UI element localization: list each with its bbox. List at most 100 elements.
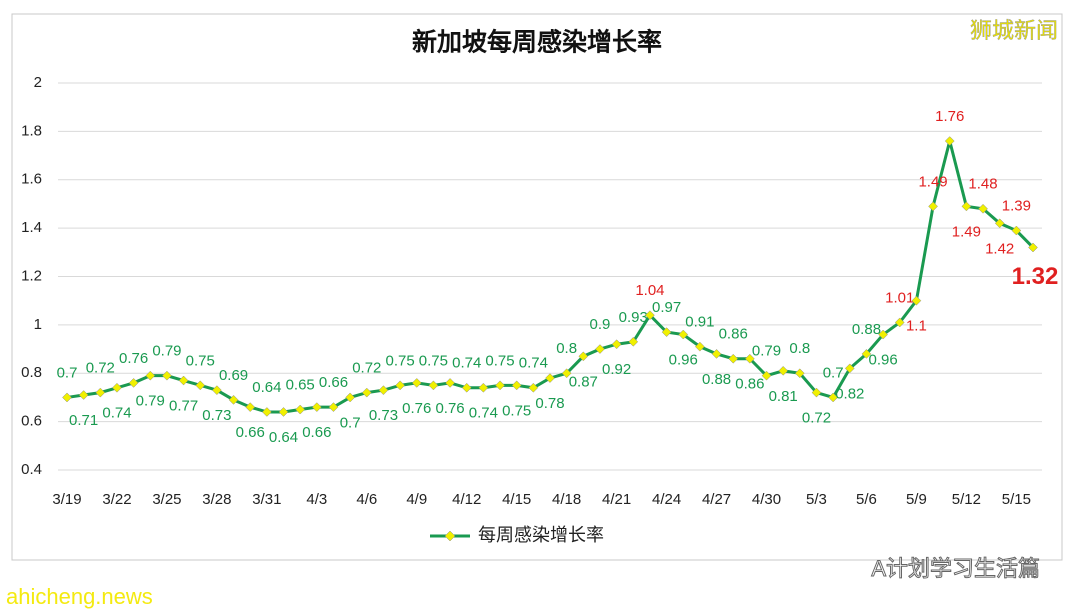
marker xyxy=(961,201,972,212)
x-tick-label: 5/3 xyxy=(806,491,827,508)
value-label: 0.74 xyxy=(519,355,548,372)
x-tick-label: 5/15 xyxy=(1002,491,1031,508)
value-label: 0.82 xyxy=(835,385,864,402)
value-label: 1.42 xyxy=(985,240,1014,257)
value-label: 0.87 xyxy=(569,373,598,390)
watermark: A计划学习生活篇 xyxy=(871,556,1040,581)
value-label: 0.69 xyxy=(219,367,248,384)
value-label: 1.04 xyxy=(635,282,664,299)
value-label: 0.7 xyxy=(340,414,361,431)
chart-frame xyxy=(11,13,1063,561)
watermark: ahicheng.news xyxy=(6,584,153,609)
marker xyxy=(595,344,605,354)
y-tick-label: 1.4 xyxy=(21,219,42,236)
value-label: 0.75 xyxy=(502,402,531,419)
marker xyxy=(78,390,89,400)
marker xyxy=(1028,242,1038,253)
marker xyxy=(844,363,855,374)
marker xyxy=(395,380,405,391)
marker xyxy=(794,368,805,379)
y-tick-label: 0.8 xyxy=(21,364,42,381)
marker xyxy=(145,370,156,381)
x-tick-label: 3/25 xyxy=(152,491,181,508)
value-label: 0.75 xyxy=(386,352,415,369)
value-label: 0.74 xyxy=(452,355,481,372)
value-label: 1.01 xyxy=(885,289,914,306)
marker xyxy=(545,373,555,383)
legend-label: 每周感染增长率 xyxy=(478,525,604,545)
marker xyxy=(511,380,522,391)
value-label: 0.92 xyxy=(602,361,631,378)
marker xyxy=(578,351,589,362)
marker xyxy=(495,380,505,391)
x-tick-label: 4/12 xyxy=(452,491,481,508)
chart-title: 新加坡每周感染增长率 xyxy=(412,28,662,57)
marker xyxy=(761,370,772,381)
watermark: 狮城新闻 xyxy=(970,18,1058,43)
y-tick-label: 2 xyxy=(34,74,42,91)
value-label: 1.49 xyxy=(918,173,947,190)
marker xyxy=(828,392,838,403)
value-label: 0.64 xyxy=(269,429,298,446)
x-tick-label: 3/31 xyxy=(252,491,281,508)
y-tick-label: 1.2 xyxy=(21,267,42,284)
x-tick-label: 4/30 xyxy=(752,491,781,508)
marker xyxy=(62,392,72,403)
marker xyxy=(745,353,755,364)
x-tick-label: 3/28 xyxy=(202,491,231,508)
value-label: 0.75 xyxy=(485,352,514,369)
marker xyxy=(711,349,722,359)
marker xyxy=(561,368,572,379)
marker xyxy=(528,382,539,393)
marker xyxy=(245,402,256,412)
value-label: 0.91 xyxy=(685,314,714,331)
value-label: 0.74 xyxy=(469,405,498,422)
marker xyxy=(811,387,822,398)
value-label: 1.49 xyxy=(952,223,981,240)
value-label: 0.79 xyxy=(752,343,781,360)
value-label: 0.96 xyxy=(669,352,698,369)
value-label: 0.76 xyxy=(119,350,148,367)
x-tick-label: 5/9 xyxy=(906,491,927,508)
value-label: 1.76 xyxy=(935,108,964,125)
x-tick-label: 4/15 xyxy=(502,491,531,508)
y-tick-label: 0.6 xyxy=(21,413,42,430)
marker xyxy=(212,385,222,396)
marker xyxy=(928,201,938,212)
marker xyxy=(645,310,655,321)
value-label: 0.72 xyxy=(802,410,831,427)
value-label: 0.66 xyxy=(236,424,265,441)
value-label: 0.75 xyxy=(419,352,448,369)
value-label: 0.66 xyxy=(319,374,348,391)
value-label: 0.64 xyxy=(252,379,281,396)
marker xyxy=(878,329,888,340)
marker xyxy=(95,387,106,398)
marker xyxy=(328,402,339,412)
value-label: 0.74 xyxy=(102,405,131,422)
x-tick-label: 5/12 xyxy=(952,491,981,508)
value-label: 0.96 xyxy=(869,352,898,369)
x-tick-label: 3/22 xyxy=(102,491,131,508)
value-label: 0.93 xyxy=(619,309,648,326)
value-label: 1.48 xyxy=(968,176,997,193)
x-tick-label: 4/27 xyxy=(702,491,731,508)
value-label: 1.39 xyxy=(1002,198,1031,215)
value-label: 0.73 xyxy=(369,407,398,424)
marker xyxy=(311,402,322,412)
value-label: 0.7 xyxy=(57,364,78,381)
y-tick-label: 1.6 xyxy=(21,171,42,188)
marker xyxy=(611,339,622,350)
marker xyxy=(195,380,206,391)
x-tick-label: 3/19 xyxy=(52,491,81,508)
value-label: 0.66 xyxy=(302,424,331,441)
value-label: 0.76 xyxy=(402,400,431,417)
value-label: 0.86 xyxy=(719,326,748,343)
marker xyxy=(994,218,1005,229)
marker xyxy=(778,365,789,376)
value-label: 0.79 xyxy=(136,393,165,410)
marker xyxy=(695,341,705,352)
value-label: 0.7 xyxy=(823,364,844,381)
marker xyxy=(678,329,689,340)
value-label: 0.86 xyxy=(735,376,764,393)
